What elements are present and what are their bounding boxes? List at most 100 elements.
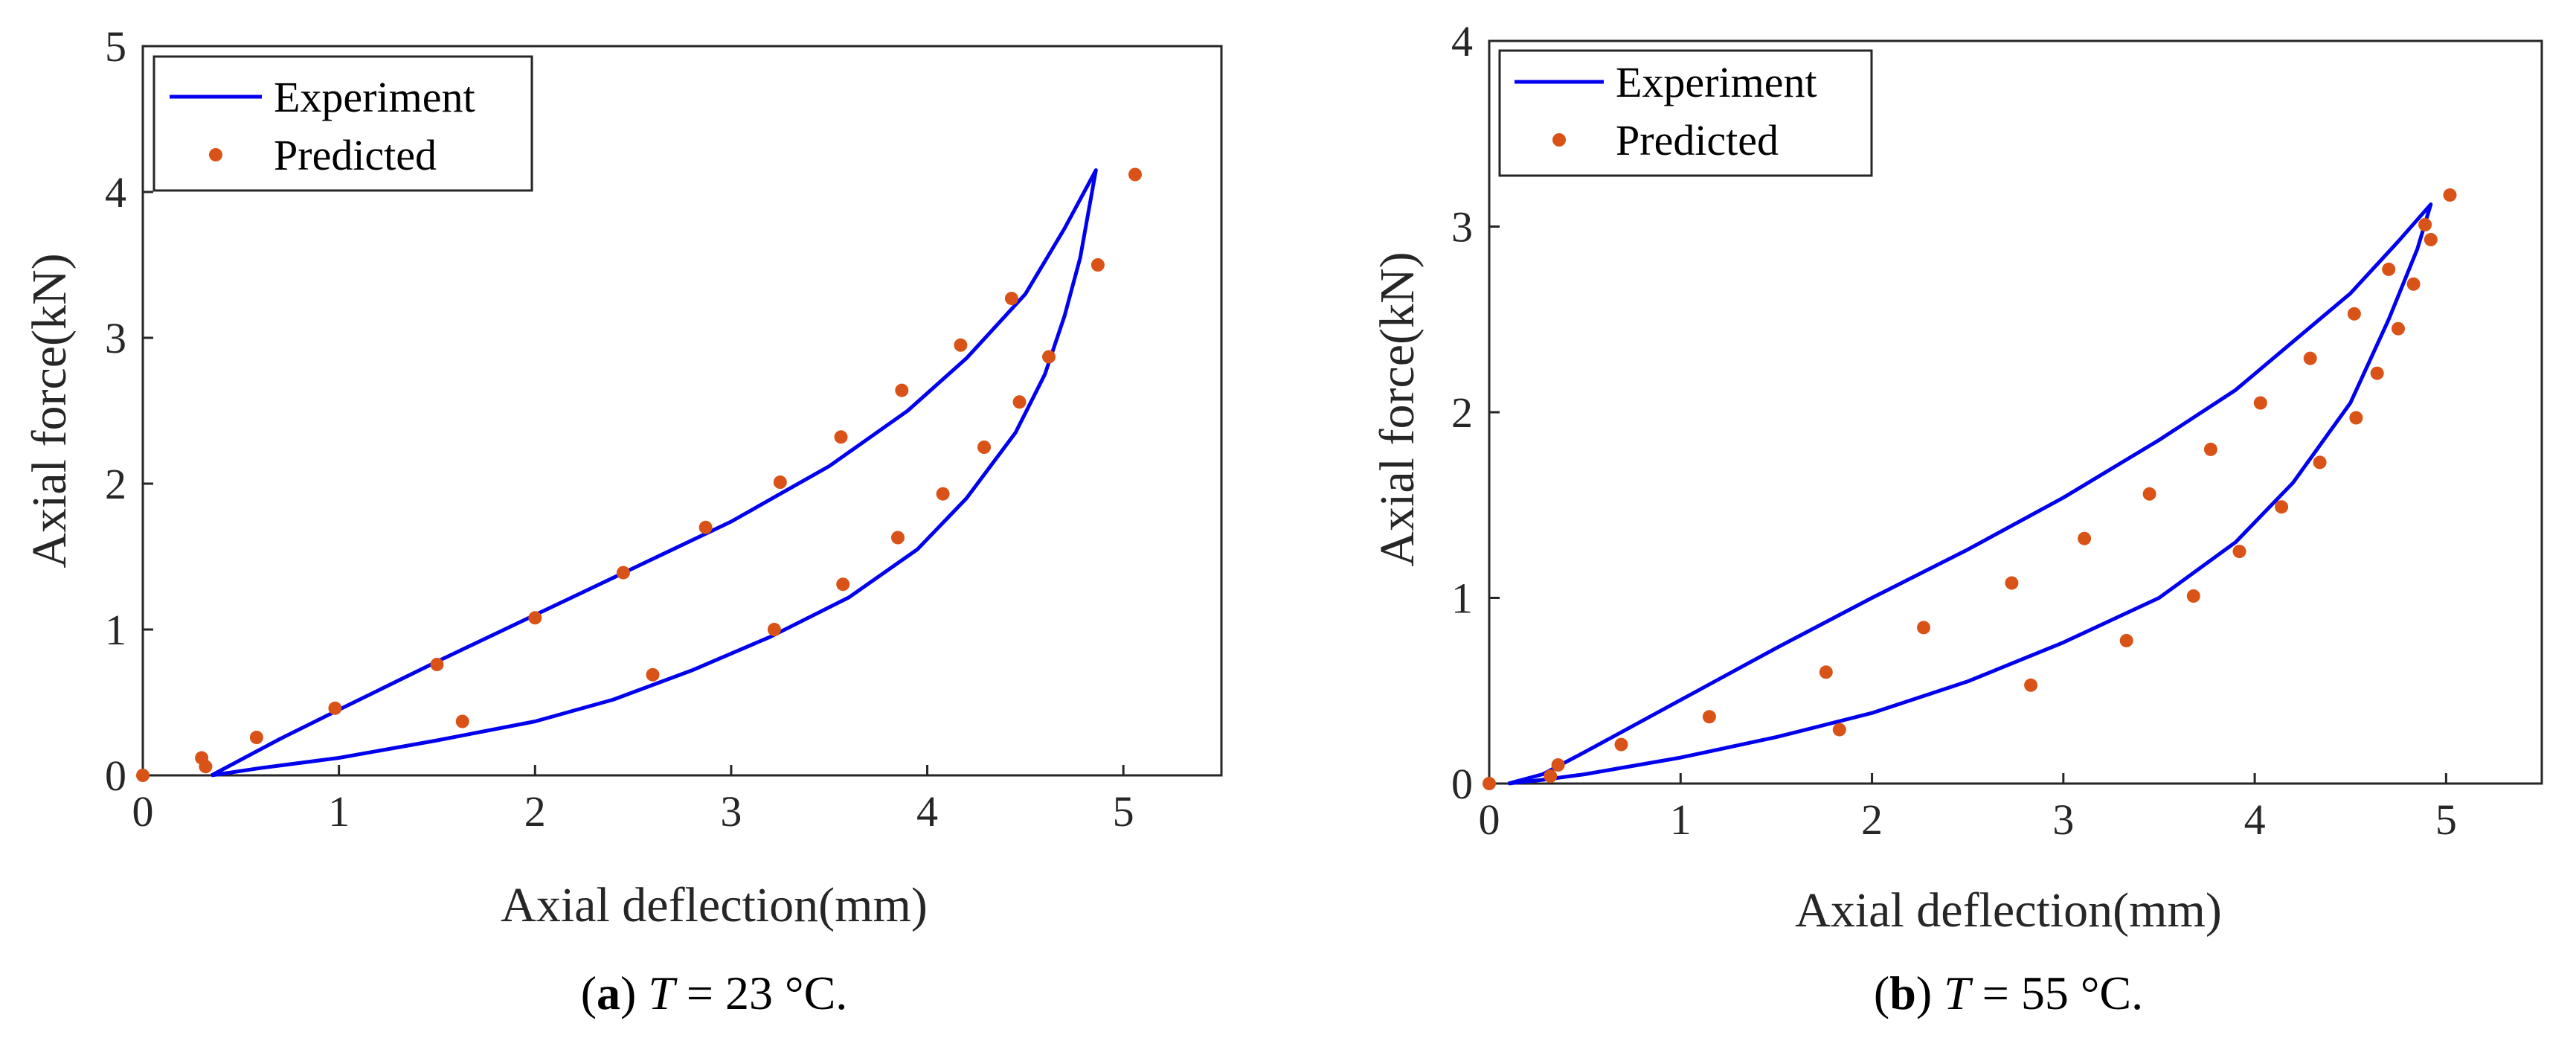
predicted-point-b-1	[1544, 769, 1558, 783]
predicted-point-b-15	[2418, 218, 2432, 231]
caption-text-a: = 23 °C.	[675, 967, 847, 1019]
predicted-point-a-16	[1042, 350, 1056, 364]
legend-a: Experiment Predicted	[152, 55, 533, 192]
legend-experiment-label-b: Experiment	[1616, 58, 1817, 106]
caption-var-b: T	[1944, 967, 1973, 1019]
predicted-point-b-26	[2119, 633, 2133, 647]
predicted-point-a-21	[836, 577, 850, 592]
y-tick-label-b-4: 4	[1451, 17, 1473, 65]
predicted-point-a-7	[616, 566, 630, 580]
caption-letter-b: b	[1889, 967, 1916, 1019]
x-tick-label-b-1: 1	[1670, 795, 1692, 844]
predicted-point-b-21	[2349, 411, 2363, 425]
predicted-point-b-0	[1483, 777, 1496, 790]
legend-experiment-label-a: Experiment	[274, 73, 475, 121]
predicted-point-a-8	[698, 520, 713, 534]
predicted-point-b-7	[2005, 576, 2019, 590]
legend-box-b	[1498, 49, 1873, 177]
predicted-point-b-20	[2370, 366, 2384, 380]
y-axis-label-b: Axial force(kN)	[1370, 252, 1424, 566]
y-tick-label-a-5: 5	[105, 22, 126, 71]
y-axis-label-a: Axial force(kN)	[22, 253, 77, 568]
caption-b: (b) T = 55 °C.	[1874, 967, 2143, 1019]
x-axis-label-a: Axial deflection(mm)	[501, 878, 928, 932]
predicted-point-b-8	[2078, 531, 2092, 545]
x-tick-label-a-5: 5	[1113, 787, 1134, 836]
predicted-point-a-2	[199, 760, 213, 774]
predicted-point-a-14	[1128, 167, 1142, 182]
predicted-point-b-23	[2275, 500, 2289, 514]
y-tick-label-b-2: 2	[1451, 388, 1473, 437]
predicted-point-b-27	[2024, 678, 2038, 692]
predicted-point-a-12	[954, 338, 968, 352]
x-tick-label-a-2: 2	[524, 787, 546, 836]
predicted-point-b-17	[2424, 233, 2438, 246]
predicted-point-a-5	[430, 658, 444, 671]
axes-a: 0 1 2 3 4 5 0 1 2 3 4 5	[105, 22, 1134, 836]
x-tick-label-b-0: 0	[1479, 795, 1500, 844]
predicted-point-a-3	[249, 731, 263, 744]
y-tick-label-a-3: 3	[105, 314, 126, 362]
x-tick-label-b-2: 2	[1861, 795, 1883, 844]
predicted-point-b-22	[2313, 455, 2327, 470]
predicted-point-a-19	[936, 487, 950, 501]
x-axis-label-b: Axial deflection(mm)	[1795, 883, 2222, 938]
predicted-point-a-10	[834, 430, 848, 444]
x-tick-label-a-4: 4	[916, 787, 938, 836]
x-tick-label-a-1: 1	[328, 787, 350, 836]
predicted-point-b-6	[1917, 621, 1930, 635]
predicted-point-a-13	[1004, 292, 1018, 306]
x-tick-label-a-0: 0	[132, 787, 154, 836]
predicted-point-a-22	[767, 623, 781, 636]
predicted-point-a-4	[328, 701, 342, 715]
legend-predicted-label-a: Predicted	[274, 131, 437, 179]
predicted-point-b-18	[2406, 277, 2421, 291]
legend-predicted-marker-b	[1552, 133, 1566, 147]
y-tick-label-b-3: 3	[1451, 203, 1473, 252]
caption-letter-a: a	[597, 967, 620, 1019]
x-tick-label-a-3: 3	[720, 787, 742, 836]
experiment-line-a	[211, 168, 1098, 778]
predicted-point-b-24	[2232, 545, 2246, 559]
predicted-point-b-12	[2303, 351, 2317, 365]
y-tick-label-b-1: 1	[1451, 574, 1473, 623]
x-tick-label-b-3: 3	[2052, 795, 2074, 844]
caption-var-a: T	[648, 967, 678, 1019]
y-tick-label-a-1: 1	[105, 606, 126, 654]
y-tick-label-a-4: 4	[105, 168, 126, 217]
panel-a: 0 1 2 3 4 5 0 1 2 3 4 5 Experiment Predicted Axial …	[22, 22, 1223, 1019]
axes-b: 0 1 2 3 4 5 0 1 2 3 4	[1451, 17, 2457, 844]
x-tick-label-b-5: 5	[2435, 795, 2457, 844]
predicted-point-a-11	[895, 383, 909, 397]
y-tick-label-a-0: 0	[105, 752, 126, 800]
predicted-point-b-28	[1832, 723, 1846, 737]
predicted-point-b-2	[1551, 758, 1565, 772]
predicted-point-a-15	[1091, 258, 1105, 272]
predicted-point-b-5	[1819, 665, 1833, 679]
predicted-points-b	[1483, 188, 2457, 790]
legend-predicted-marker-a	[209, 148, 222, 161]
predicted-point-b-25	[2186, 589, 2200, 603]
panel-b: 0 1 2 3 4 5 0 1 2 3 4 Experiment Predicted Axial d…	[1370, 17, 2543, 1019]
predicted-point-a-17	[1012, 395, 1027, 409]
predicted-point-b-3	[1614, 737, 1628, 752]
predicted-point-b-11	[2253, 396, 2267, 410]
caption-a: (a) T = 23 °C.	[581, 967, 848, 1019]
legend-b: Experiment Predicted	[1498, 49, 1873, 177]
predicted-point-b-9	[2142, 487, 2156, 501]
predicted-point-b-16	[2443, 188, 2457, 202]
predicted-point-a-0	[136, 769, 150, 782]
y-tick-label-b-0: 0	[1451, 760, 1473, 808]
x-tick-label-b-4: 4	[2244, 795, 2266, 844]
predicted-point-a-24	[455, 714, 469, 728]
predicted-point-a-18	[977, 441, 991, 454]
y-tick-label-a-2: 2	[105, 460, 126, 508]
predicted-point-b-13	[2347, 307, 2361, 321]
predicted-points-a	[136, 167, 1142, 782]
predicted-point-a-23	[646, 667, 660, 682]
predicted-point-b-14	[2382, 262, 2396, 276]
predicted-point-a-20	[891, 531, 905, 545]
predicted-point-b-4	[1702, 710, 1716, 724]
caption-text-b: = 55 °C.	[1970, 967, 2143, 1019]
